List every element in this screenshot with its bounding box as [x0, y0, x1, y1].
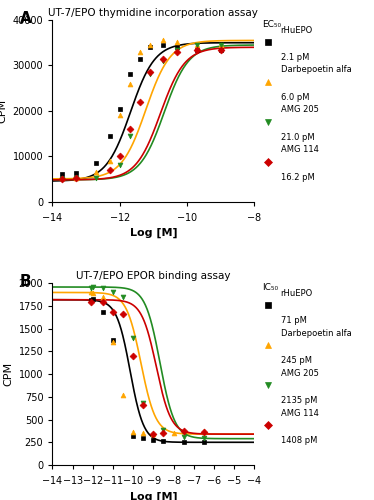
- Text: 1408 pM: 1408 pM: [280, 436, 317, 445]
- Text: Darbepoetin alfa: Darbepoetin alfa: [280, 66, 351, 74]
- Title: UT-7/EPO thymidine incorporation assay: UT-7/EPO thymidine incorporation assay: [48, 8, 258, 18]
- Text: 71 pM: 71 pM: [280, 316, 306, 325]
- Text: AMG 205: AMG 205: [280, 369, 318, 378]
- Text: 6.0 pM: 6.0 pM: [280, 92, 309, 102]
- Text: 245 pM: 245 pM: [280, 356, 312, 365]
- Text: AMG 114: AMG 114: [280, 146, 318, 154]
- Text: rHuEPO: rHuEPO: [280, 26, 313, 35]
- Text: 2.1 pM: 2.1 pM: [280, 52, 309, 62]
- Text: AMG 114: AMG 114: [280, 409, 318, 418]
- Text: IC₅₀: IC₅₀: [263, 284, 279, 292]
- X-axis label: Log [M]: Log [M]: [129, 228, 177, 238]
- Text: 21.0 pM: 21.0 pM: [280, 132, 314, 141]
- Text: 16.2 pM: 16.2 pM: [280, 172, 314, 182]
- Title: UT-7/EPO EPOR binding assay: UT-7/EPO EPOR binding assay: [76, 271, 231, 281]
- Text: Darbepoetin alfa: Darbepoetin alfa: [280, 329, 351, 338]
- Text: EC₅₀: EC₅₀: [263, 20, 282, 29]
- Text: rHuEPO: rHuEPO: [280, 289, 313, 298]
- X-axis label: Log [M]: Log [M]: [129, 492, 177, 500]
- Text: B: B: [20, 274, 32, 289]
- Text: 2135 pM: 2135 pM: [280, 396, 317, 405]
- Y-axis label: CPM: CPM: [0, 99, 7, 123]
- Text: AMG 205: AMG 205: [280, 106, 318, 114]
- Text: A: A: [20, 11, 32, 26]
- Y-axis label: CPM: CPM: [3, 362, 13, 386]
